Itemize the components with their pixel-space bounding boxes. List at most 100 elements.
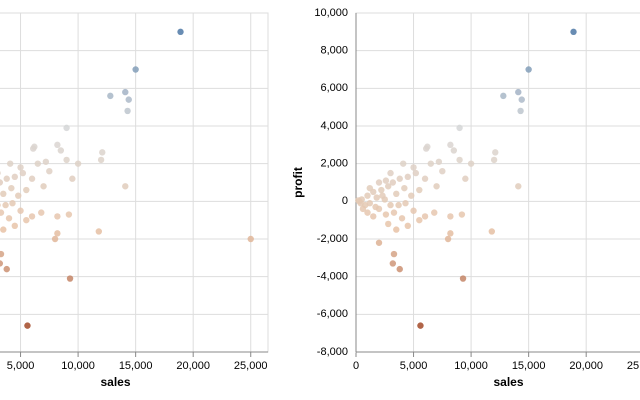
point <box>379 192 386 199</box>
point <box>382 177 390 184</box>
y-tick-label: -8,000 <box>317 346 348 358</box>
point <box>2 201 9 209</box>
point <box>0 250 5 258</box>
x-tick-label: 5,000 <box>7 360 35 372</box>
point <box>395 201 402 209</box>
point <box>423 145 430 152</box>
point <box>396 265 403 273</box>
point <box>28 213 36 220</box>
y-tick-label: 2,000 <box>320 158 348 170</box>
point <box>66 275 74 282</box>
y-tick-label: 0 <box>342 195 348 207</box>
point <box>433 183 440 190</box>
point <box>74 160 82 167</box>
point <box>28 175 36 182</box>
x-tick-label: 25,000 <box>627 360 640 372</box>
point <box>65 211 73 218</box>
point <box>431 209 438 216</box>
point <box>0 179 4 186</box>
x-tick-label: 15,000 <box>512 360 546 372</box>
point <box>525 66 532 73</box>
point <box>416 186 423 194</box>
point <box>421 213 429 220</box>
point <box>387 201 394 209</box>
point <box>398 215 406 222</box>
point <box>54 213 61 220</box>
point <box>456 124 463 132</box>
point <box>447 141 454 149</box>
point <box>122 183 129 190</box>
x-tick-label: 15,000 <box>119 360 153 372</box>
x-tick-label: 0 <box>353 360 359 372</box>
point <box>517 107 524 115</box>
point <box>0 260 4 267</box>
point <box>9 200 16 207</box>
point <box>34 160 42 167</box>
point <box>389 179 397 186</box>
point <box>15 192 22 199</box>
point <box>3 175 10 182</box>
x-tick-label: 25,000 <box>234 360 268 372</box>
point <box>69 175 76 182</box>
point <box>396 175 403 182</box>
point <box>46 168 53 175</box>
point <box>459 275 467 282</box>
point <box>375 239 383 246</box>
point <box>390 209 398 216</box>
y-tick-label: -2,000 <box>317 233 348 245</box>
point <box>467 160 475 167</box>
point <box>359 205 367 213</box>
point <box>456 156 463 164</box>
y-tick-label: 8,000 <box>320 45 348 57</box>
point <box>393 226 400 233</box>
point <box>366 184 374 192</box>
point <box>416 216 423 224</box>
plot-frame <box>0 12 269 353</box>
point <box>11 173 18 181</box>
point <box>5 215 13 222</box>
point <box>410 164 417 171</box>
x-axis-title: sales <box>493 375 523 389</box>
point <box>427 160 435 167</box>
point <box>122 88 129 96</box>
scatter-panel: 5,000 10,000 15,000 20,000 25,000 sales <box>0 12 269 389</box>
point <box>42 158 50 165</box>
point <box>0 203 1 208</box>
point <box>97 156 105 164</box>
point <box>24 322 31 329</box>
point <box>23 186 30 194</box>
point <box>570 28 577 36</box>
point <box>3 265 10 273</box>
x-tick-label: 5,000 <box>400 360 428 372</box>
scatter-panel: -8,000 -6,000 -4,000 -2,000 0 2,000 4,000 6,000… <box>291 7 640 389</box>
point <box>462 175 469 182</box>
point <box>412 169 420 177</box>
point <box>23 216 30 224</box>
point <box>125 96 132 103</box>
point <box>421 175 429 182</box>
point <box>132 66 139 73</box>
point <box>385 183 392 190</box>
point <box>435 158 443 165</box>
y-tick-label: 4,000 <box>320 120 348 132</box>
point <box>0 209 5 216</box>
point <box>63 156 70 164</box>
point <box>490 156 498 164</box>
point <box>364 209 371 216</box>
point <box>402 200 409 207</box>
point <box>444 235 452 243</box>
point <box>247 235 254 243</box>
point <box>378 186 385 194</box>
x-tick-label: 10,000 <box>61 360 95 372</box>
plot-frame <box>355 12 640 353</box>
point <box>515 88 522 96</box>
point <box>518 96 525 103</box>
point <box>40 183 47 190</box>
y-tick-label: 10,000 <box>314 7 348 19</box>
y-tick-label: -4,000 <box>317 271 348 283</box>
x-tick-label: 20,000 <box>176 360 210 372</box>
point <box>17 164 24 171</box>
point <box>57 147 65 154</box>
point <box>393 190 400 197</box>
